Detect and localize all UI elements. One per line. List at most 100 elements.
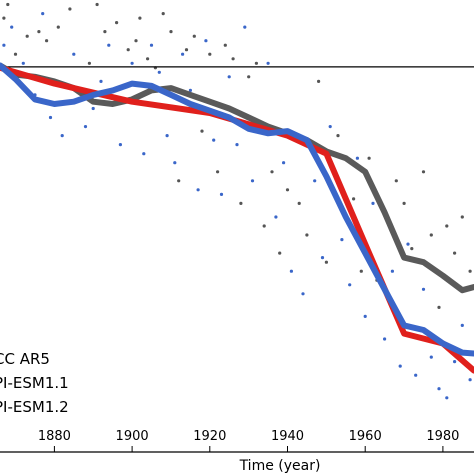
x-tick-label: 1900 [116, 429, 149, 444]
scatter-point [289, 269, 293, 273]
scatter-point [2, 16, 6, 20]
x-tick-label: 1880 [38, 429, 71, 444]
scatter-point [146, 57, 150, 61]
scatter-point [216, 170, 220, 174]
scatter-point [99, 79, 103, 83]
scatter-point [68, 7, 72, 11]
scatter-point [445, 224, 449, 228]
scatter-point [445, 396, 449, 400]
scatter-point [317, 79, 321, 83]
scatter-point [278, 251, 282, 255]
scatter-point [188, 88, 192, 92]
legend: CC AR5 PI-ESM1.1 PI-ESM1.2 [0, 350, 69, 416]
scatter-point [394, 179, 398, 183]
scatter-point [270, 170, 274, 174]
scatter-point [181, 52, 185, 56]
scatter-point [421, 170, 426, 174]
scatter-point [437, 387, 441, 391]
scatter-point [95, 2, 99, 7]
scatter-point [340, 238, 344, 242]
scatter-point [126, 48, 130, 52]
scatter-point [2, 43, 6, 47]
scatter-point [235, 143, 239, 147]
scatter-point [91, 106, 95, 111]
scatter-point [200, 129, 204, 133]
scatter-point [363, 314, 367, 318]
scatter-point [414, 373, 418, 377]
scatter-point [355, 156, 359, 160]
scatter-point [262, 224, 266, 228]
scatter-point [250, 179, 255, 183]
scatter-point [161, 12, 165, 16]
scatter-point [460, 323, 464, 327]
scatter-point [305, 233, 309, 237]
scatter-point [223, 43, 227, 47]
scatter-point [468, 378, 472, 382]
scatter-point [367, 156, 371, 160]
scatter-point [130, 61, 134, 65]
scatter-point [383, 337, 387, 341]
scatter-point [60, 134, 64, 138]
scatter-point [45, 39, 49, 43]
legend-entry-cc-ar5: CC AR5 [0, 350, 50, 368]
scatter-point [134, 39, 138, 43]
scatter-point [328, 125, 332, 129]
scatter-point [72, 52, 76, 56]
scatter-point [83, 125, 88, 129]
scatter-point [177, 179, 181, 183]
series-line-pi-esm1-2 [0, 62, 474, 357]
scatter-point [429, 233, 433, 237]
scatter-point [301, 292, 305, 296]
scatter-point [165, 134, 169, 138]
scatter-point [10, 25, 14, 29]
scatter-point [107, 43, 111, 47]
scatter-point [212, 138, 216, 142]
scatter-point [320, 256, 325, 260]
scatter-point [115, 21, 119, 25]
scatter-point [138, 16, 142, 20]
scatter-point [352, 197, 356, 201]
scatter-point [21, 61, 25, 65]
scatter-point [184, 48, 189, 52]
scatter-point [348, 283, 352, 287]
scatter-point [169, 30, 173, 34]
scatter-point [437, 305, 441, 309]
scatter-point [204, 39, 208, 43]
scatter-point [468, 269, 472, 273]
scatter-point [398, 364, 402, 368]
scatter-point [37, 30, 41, 34]
x-axis-ticks: 1880 1900 1920 1940 1960 1980 [38, 429, 459, 452]
x-axis-label: Time (year) [239, 458, 321, 474]
scatter-point [142, 152, 146, 156]
scatter-point [48, 115, 53, 120]
series-lines [0, 62, 474, 374]
scatter-point [118, 143, 122, 147]
scatter-point [41, 12, 45, 16]
scatter-point [297, 201, 301, 205]
x-tick-label: 1940 [271, 429, 304, 444]
scatter-point [410, 247, 414, 251]
scatter-point [56, 25, 60, 29]
scatter-point [285, 188, 290, 192]
x-tick-label: 1920 [193, 429, 226, 444]
scatter-point [192, 34, 196, 38]
scatter-point [149, 43, 154, 47]
scatter-point [227, 75, 231, 79]
scatter-point [274, 215, 278, 219]
scatter-point [239, 201, 243, 205]
scatter-points [2, 2, 472, 400]
scatter-point [453, 360, 457, 364]
scatter-point [313, 179, 317, 183]
scatter-point [219, 192, 224, 196]
scatter-point [208, 52, 212, 56]
scatter-point [282, 161, 286, 165]
scatter-point [87, 61, 91, 65]
x-tick-label: 1960 [349, 429, 382, 444]
scatter-point [402, 201, 406, 205]
scatter-point [453, 251, 457, 255]
scatter-point [247, 75, 251, 79]
scatter-point [13, 52, 18, 56]
scatter-point [266, 61, 270, 65]
scatter-point [406, 242, 410, 246]
